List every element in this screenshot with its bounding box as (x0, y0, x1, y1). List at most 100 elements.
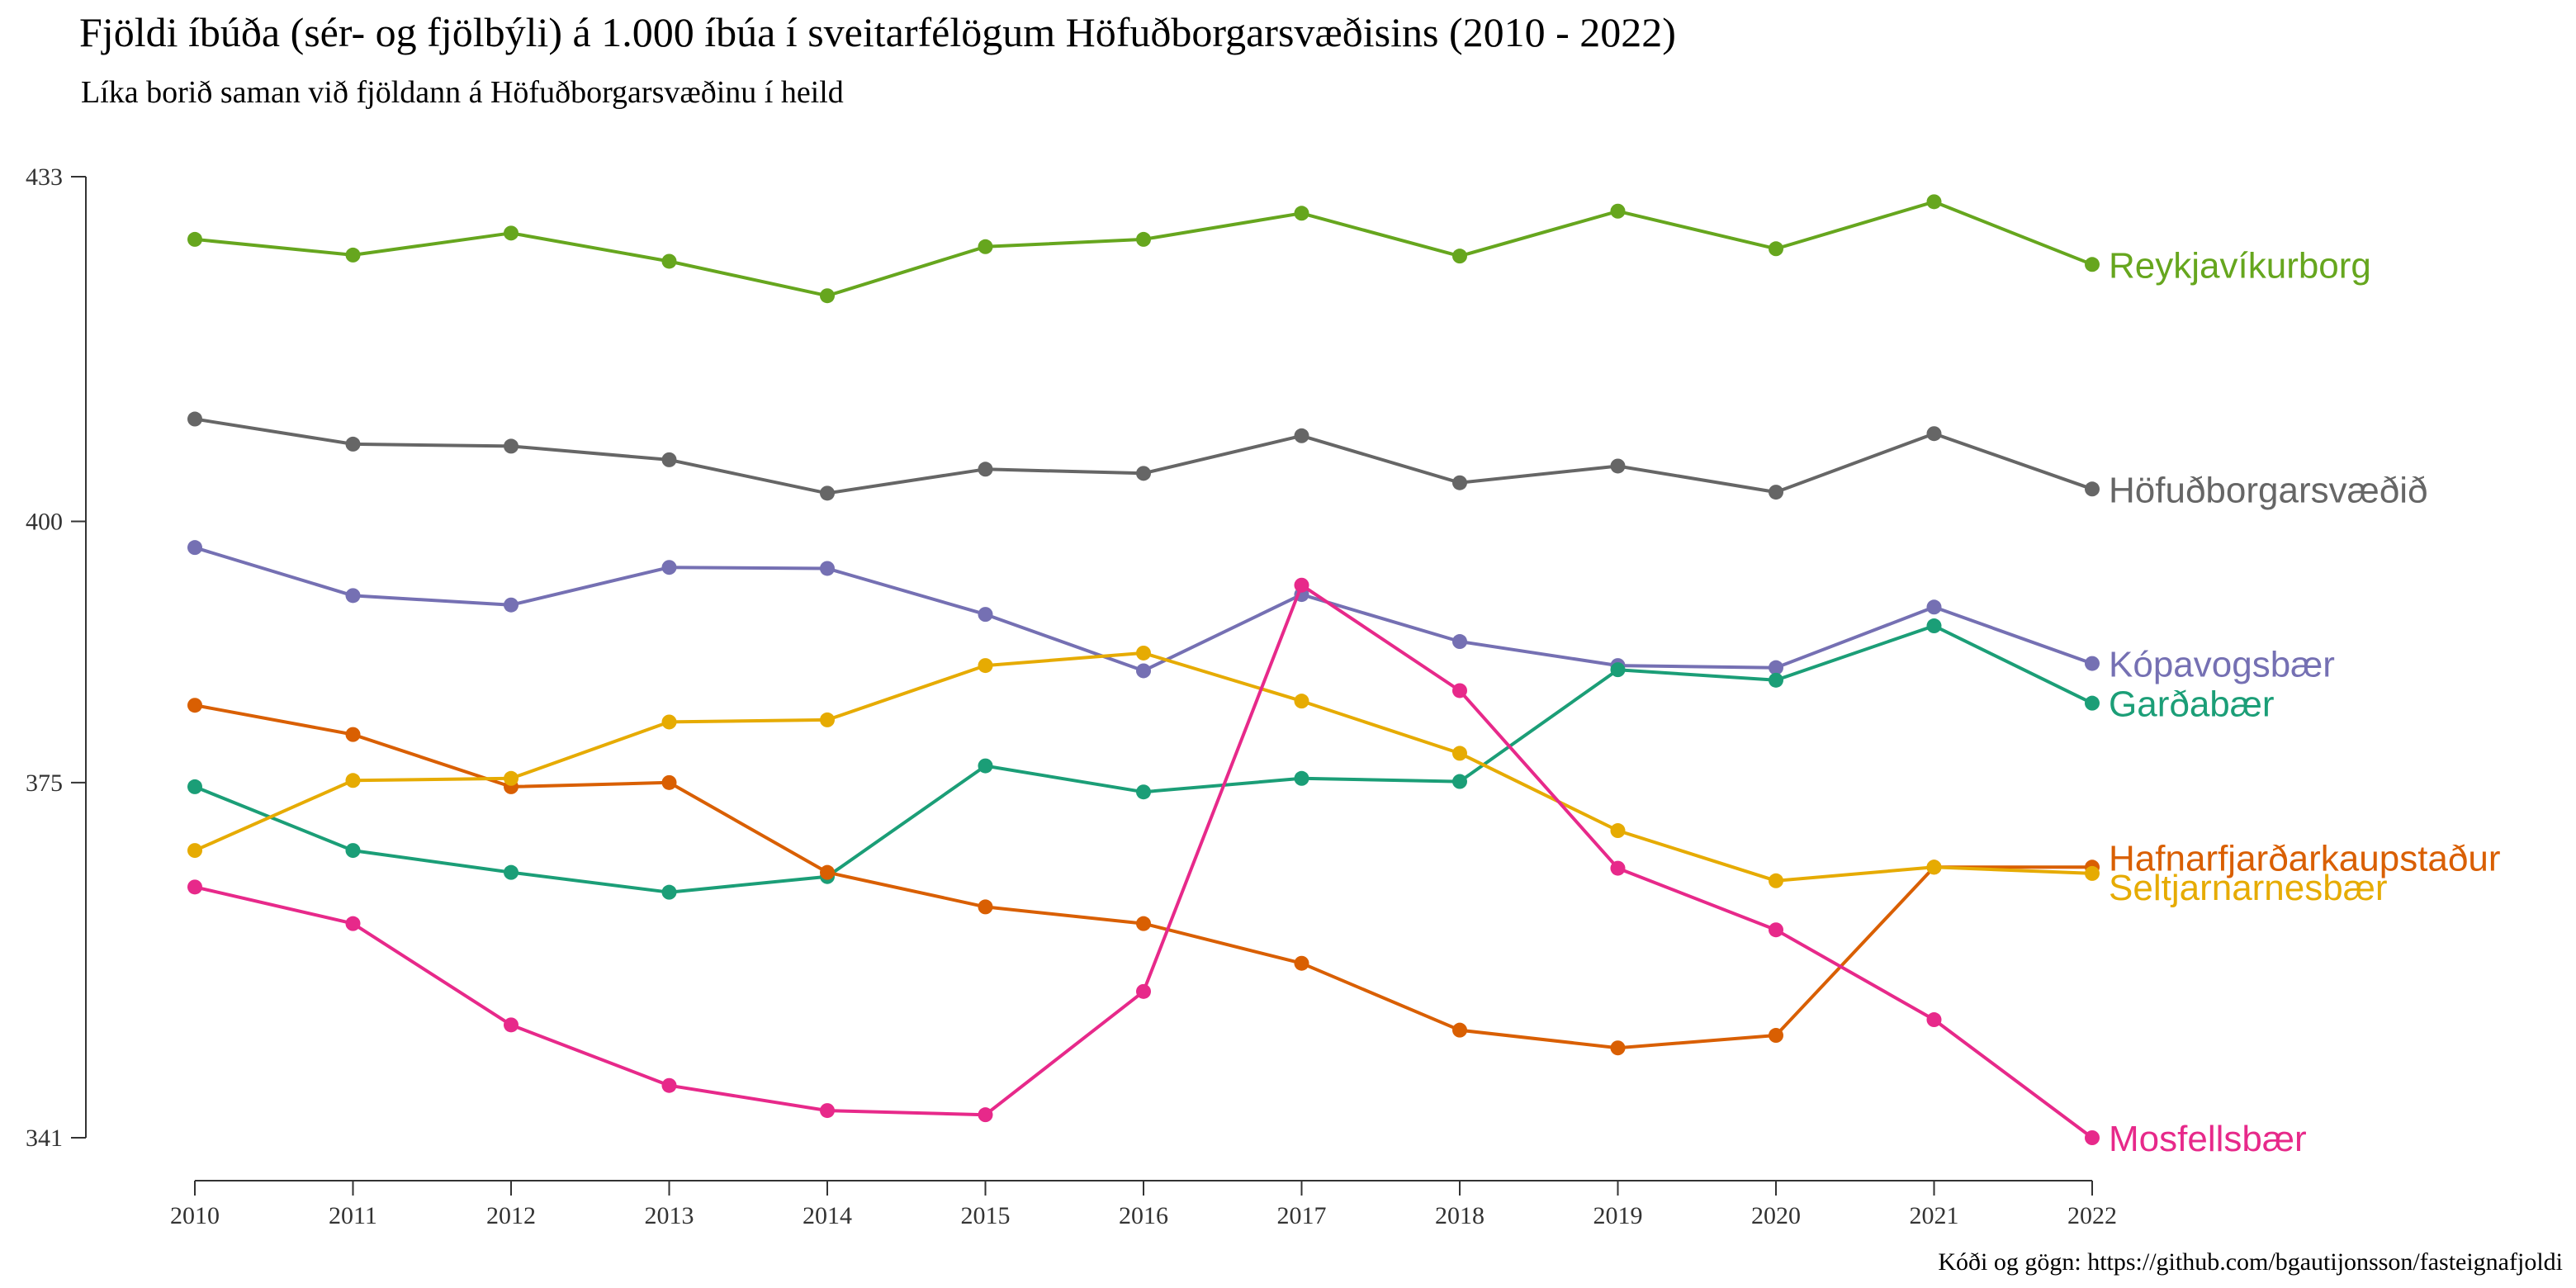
data-point (978, 462, 993, 477)
data-point (1452, 249, 1467, 264)
data-point (820, 288, 835, 304)
data-point (1926, 1012, 1942, 1028)
data-point (820, 485, 835, 501)
y-tick-label: 341 (26, 1125, 63, 1152)
data-point (187, 879, 202, 895)
data-point (1769, 660, 1783, 675)
x-tick-label: 2015 (961, 1202, 1011, 1229)
data-point (504, 864, 519, 880)
x-tick-label: 2010 (170, 1202, 220, 1229)
data-point (1136, 231, 1151, 247)
chart-caption: Kóði og gögn: https://github.com/bgautij… (1938, 1248, 2563, 1276)
data-point (187, 779, 202, 794)
data-point (187, 540, 202, 556)
series-5 (187, 645, 2100, 888)
data-point (345, 727, 361, 742)
data-point (661, 1077, 677, 1093)
data-point (1294, 577, 1309, 593)
series-0 (187, 194, 2100, 304)
data-point (345, 843, 361, 859)
data-point (1926, 426, 1942, 442)
data-point (187, 231, 202, 247)
data-point (345, 916, 361, 931)
data-point (1610, 823, 1626, 839)
y-axis: 341 375 400 433 (26, 163, 87, 1152)
x-tick-label: 2020 (1751, 1202, 1801, 1229)
data-point (1769, 485, 1783, 500)
data-point (1769, 1028, 1783, 1044)
x-tick-label: 2011 (329, 1202, 377, 1229)
data-point (978, 1107, 993, 1123)
data-point (1136, 466, 1151, 481)
data-point (820, 1103, 835, 1119)
data-point (2085, 257, 2100, 272)
x-tick-label: 2016 (1119, 1202, 1168, 1229)
data-point (1926, 599, 1942, 615)
series-label: Garðabær (2109, 684, 2275, 725)
series-2 (187, 540, 2100, 679)
data-point (187, 411, 202, 427)
data-point (1610, 860, 1626, 876)
data-point (2085, 656, 2100, 671)
series-label: Seltjarnarnesbær (2109, 868, 2388, 908)
chart-subtitle: Líka borið saman við fjöldann á Höfuðbor… (81, 75, 844, 110)
x-tick-label: 2022 (2067, 1202, 2117, 1229)
data-point (661, 452, 677, 467)
data-point (1136, 916, 1151, 931)
data-point (504, 225, 519, 241)
data-point (820, 712, 835, 727)
data-point (1136, 784, 1151, 800)
series-labels: Reykjavíkurborg Höfuðborgarsvæðið Kópavogs… (2109, 245, 2500, 1159)
x-tick-label: 2013 (645, 1202, 694, 1229)
data-point (1769, 672, 1783, 688)
data-point (345, 247, 361, 263)
chart-title: Fjöldi íbúða (sér- og fjölbýli) á 1.000 … (79, 9, 1676, 55)
data-point (2085, 1130, 2100, 1145)
data-point (1294, 770, 1309, 786)
x-tick-label: 2019 (1593, 1202, 1643, 1229)
data-point (504, 597, 519, 613)
data-point (1452, 774, 1467, 789)
series-label: Reykjavíkurborg (2109, 245, 2371, 286)
data-point (187, 843, 202, 859)
x-tick-label: 2014 (803, 1202, 852, 1229)
series-layer (187, 194, 2100, 1145)
data-point (661, 253, 677, 269)
series-label: Kópavogsbær (2109, 645, 2335, 685)
data-point (504, 438, 519, 454)
data-point (661, 714, 677, 730)
data-point (1769, 873, 1783, 888)
data-point (1926, 618, 1942, 634)
data-point (187, 698, 202, 713)
data-point (820, 561, 835, 576)
data-point (345, 588, 361, 604)
data-point (978, 607, 993, 623)
series-line (194, 651, 2093, 883)
x-tick-label: 2012 (486, 1202, 536, 1229)
data-point (1769, 922, 1783, 938)
series-line (194, 417, 2093, 495)
data-point (1926, 859, 1942, 875)
data-point (504, 770, 519, 786)
series-label: Höfuðborgarsvæðið (2109, 470, 2427, 510)
data-point (1136, 645, 1151, 661)
series-label: Mosfellsbær (2109, 1119, 2307, 1159)
y-tick-label: 400 (26, 509, 63, 536)
data-point (1294, 206, 1309, 221)
data-point (1610, 662, 1626, 678)
x-tick-label: 2017 (1277, 1202, 1327, 1229)
data-point (1769, 241, 1783, 257)
data-point (1294, 428, 1309, 443)
x-axis: 2010 2011 2012 2013 2014 2015 2016 2017 2018 2019… (170, 1180, 2117, 1229)
y-tick-label: 375 (26, 769, 63, 797)
data-point (1294, 694, 1309, 709)
data-point (978, 239, 993, 254)
data-point (345, 773, 361, 788)
data-point (661, 774, 677, 790)
data-point (504, 1017, 519, 1033)
data-point (661, 884, 677, 900)
data-point (1136, 663, 1151, 679)
data-point (978, 899, 993, 915)
data-point (820, 864, 835, 880)
